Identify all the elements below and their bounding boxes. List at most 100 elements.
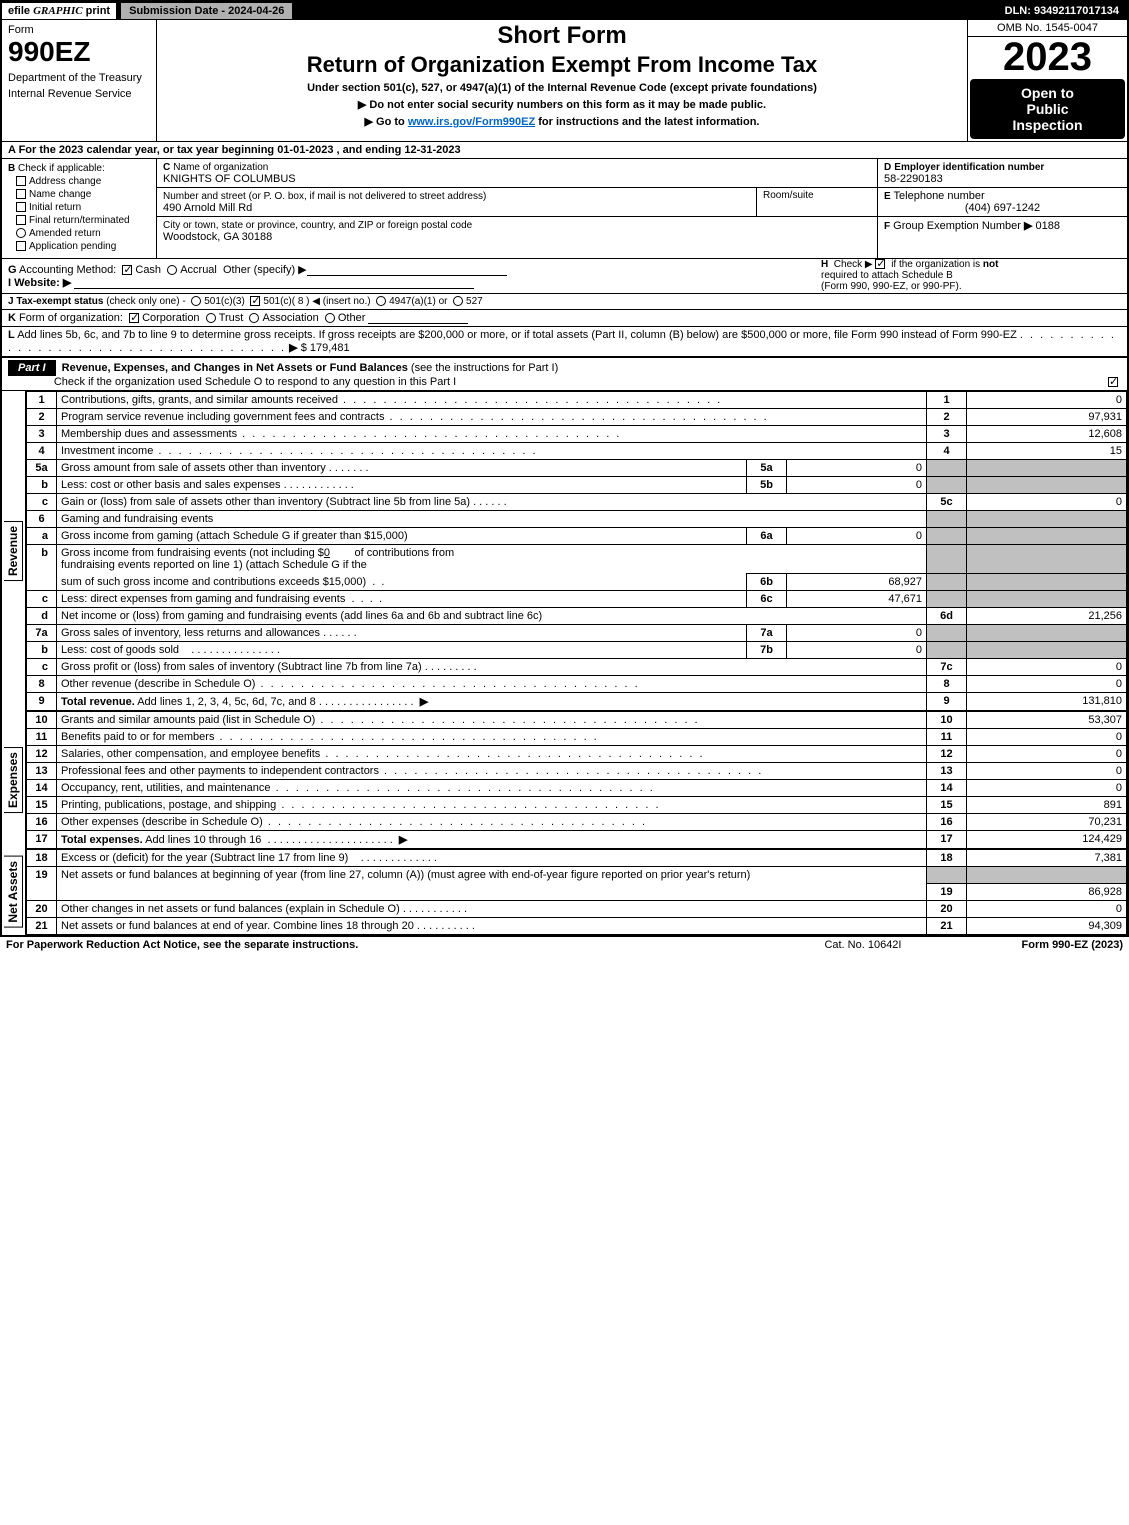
line-5a: 5aGross amount from sale of assets other… [27,460,1127,477]
header-center: Short Form Return of Organization Exempt… [157,20,967,141]
line-18: 18Excess or (deficit) for the year (Subt… [27,850,1127,867]
line-21: 21Net assets or fund balances at end of … [27,917,1127,934]
line-7b: bLess: cost of goods sold . . . . . . . … [27,642,1127,659]
line-7a: 7aGross sales of inventory, less returns… [27,625,1127,642]
instruction-2: ▶ Go to www.irs.gov/Form990EZ for instru… [163,115,961,128]
form-header: Form 990EZ Department of the Treasury In… [2,20,1127,142]
row-h-schedule-b: H Check ▶ if the organization is not req… [821,259,1121,292]
row-l-gross-receipts: L Add lines 5b, 6c, and 7b to line 9 to … [2,327,1127,358]
revenue-table: 1Contributions, gifts, grants, and simil… [26,391,1127,711]
part-i-header: Part I Revenue, Expenses, and Changes in… [2,358,1127,391]
form-990ez: efile GRAPHIC print Submission Date - 20… [0,0,1129,937]
chk-address-change[interactable]: Address change [16,176,150,187]
net-assets-section: Net Assets 18Excess or (deficit) for the… [2,849,1127,935]
ein-value: 58-2290183 [884,173,943,185]
expenses-table: 10Grants and similar amounts paid (list … [26,711,1127,849]
line-8: 8Other revenue (describe in Schedule O)8… [27,676,1127,693]
chk-application-pending[interactable]: Application pending [16,241,150,252]
net-assets-table: 18Excess or (deficit) for the year (Subt… [26,849,1127,935]
net-assets-tab: Net Assets [4,856,23,928]
expenses-section: Expenses 10Grants and similar amounts pa… [2,711,1127,849]
form-number: 990EZ [8,36,150,68]
org-name-cell: C Name of organization KNIGHTS OF COLUMB… [157,159,877,188]
group-exemption-cell: F Group Exemption Number ▶ 0188 [878,217,1127,234]
city-state-zip: Woodstock, GA 30188 [163,231,272,243]
radio-other-org[interactable] [325,313,335,323]
chk-amended-return[interactable]: Amended return [16,228,150,239]
chk-corporation[interactable] [129,313,139,323]
return-title: Return of Organization Exempt From Incom… [163,52,961,78]
line-6c: cLess: direct expenses from gaming and f… [27,591,1127,608]
line-12: 12Salaries, other compensation, and empl… [27,746,1127,763]
chk-name-change[interactable]: Name change [16,189,150,200]
dept-treasury: Department of the Treasury [8,72,150,84]
line-6d: dNet income or (loss) from gaming and fu… [27,608,1127,625]
print-link[interactable]: print [86,5,110,17]
instruction-1: ▶ Do not enter social security numbers o… [163,98,961,111]
chk-initial-return[interactable]: Initial return [16,202,150,213]
header-left: Form 990EZ Department of the Treasury In… [2,20,157,141]
line-6b: bGross income from fundraising events (n… [27,545,1127,574]
line-14: 14Occupancy, rent, utilities, and mainte… [27,780,1127,797]
column-b: B Check if applicable: Address change Na… [2,159,157,258]
line-19b: 1986,928 [27,883,1127,900]
line-1: 1Contributions, gifts, grants, and simil… [27,392,1127,409]
chk-final-return[interactable]: Final return/terminated [16,215,150,226]
form-label: Form [8,24,150,36]
line-2: 2Program service revenue including gover… [27,409,1127,426]
chk-cash[interactable] [122,265,132,275]
line-16: 16Other expenses (describe in Schedule O… [27,814,1127,831]
line-15: 15Printing, publications, postage, and s… [27,797,1127,814]
radio-4947[interactable] [376,296,386,306]
website-blank[interactable] [74,277,474,289]
expenses-tab: Expenses [4,747,23,813]
top-bar: efile GRAPHIC print Submission Date - 20… [2,2,1127,20]
row-a-tax-year: A For the 2023 calendar year, or tax yea… [2,142,1127,159]
open-to-public-badge: Open to Public Inspection [970,79,1125,139]
line-4: 4Investment income415 [27,443,1127,460]
submission-date-badge: Submission Date - 2024-04-26 [120,2,293,20]
radio-501c3[interactable] [191,296,201,306]
revenue-section: Revenue 1Contributions, gifts, grants, a… [2,391,1127,711]
chk-501c[interactable] [250,296,260,306]
efile-badge: efile GRAPHIC print [2,3,116,19]
subtitle: Under section 501(c), 527, or 4947(a)(1)… [163,82,961,94]
section-bcdef: B Check if applicable: Address change Na… [2,159,1127,259]
line-11: 11Benefits paid to or for members110 [27,729,1127,746]
revenue-tab: Revenue [4,521,23,581]
row-j-tax-exempt: J Tax-exempt status (check only one) - 5… [2,294,1127,310]
org-name: KNIGHTS OF COLUMBUS [163,173,296,185]
line-5c: cGain or (loss) from sale of assets othe… [27,494,1127,511]
line-10: 10Grants and similar amounts paid (list … [27,712,1127,729]
line-17: 17Total expenses. Add lines 10 through 1… [27,831,1127,849]
efile-text: efile [8,5,30,17]
column-def: D Employer identification number 58-2290… [877,159,1127,258]
other-org-blank[interactable] [368,312,468,324]
group-exemption-value: 0188 [1036,220,1060,232]
chk-schedule-b-not-required[interactable] [875,259,885,269]
line-3: 3Membership dues and assessments312,608 [27,426,1127,443]
chk-accrual[interactable] [167,265,177,275]
telephone-value: (404) 697-1242 [884,202,1121,214]
room-label: Room/suite [763,190,814,201]
radio-527[interactable] [453,296,463,306]
line-7c: cGross profit or (loss) from sales of in… [27,659,1127,676]
radio-association[interactable] [249,313,259,323]
street-row: Number and street (or P. O. box, if mail… [157,188,877,217]
dept-irs: Internal Revenue Service [8,88,150,100]
irs-link[interactable]: www.irs.gov/Form990EZ [408,116,535,128]
line-19: 19Net assets or fund balances at beginni… [27,867,1127,884]
dln-number: DLN: 93492117017134 [997,3,1127,19]
telephone-cell: E Telephone number (404) 697-1242 [878,188,1127,217]
gross-receipts-amount: $ 179,481 [301,342,350,354]
column-c: C Name of organization KNIGHTS OF COLUMB… [157,159,877,258]
other-specify-blank[interactable] [307,264,507,276]
line-5b: bLess: cost or other basis and sales exp… [27,477,1127,494]
line-9: 9Total revenue. Add lines 1, 2, 3, 4, 5c… [27,693,1127,711]
radio-trust[interactable] [206,313,216,323]
page-footer: For Paperwork Reduction Act Notice, see … [0,937,1129,953]
graphic-text: GRAPHIC [33,5,83,17]
ein-cell: D Employer identification number 58-2290… [878,159,1127,188]
line-6: 6Gaming and fundraising events [27,511,1127,528]
chk-schedule-o-part1[interactable] [1108,377,1118,387]
